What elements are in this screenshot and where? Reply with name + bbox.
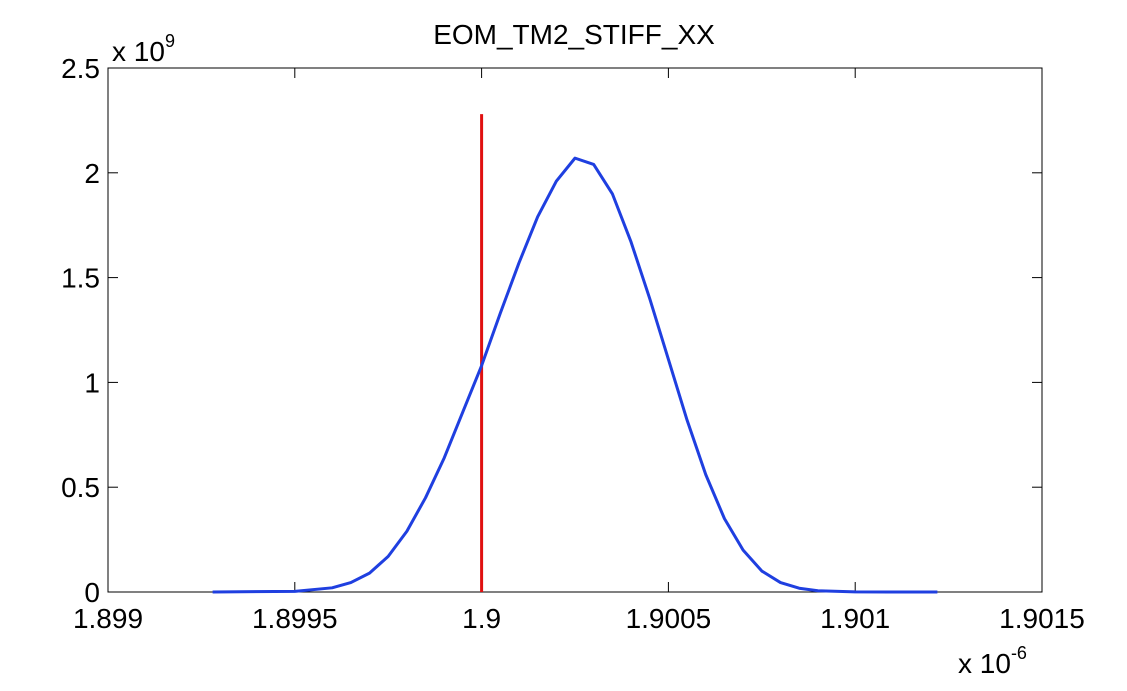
plot-frame — [107, 67, 1043, 593]
x-tick-label: 1.9015 — [999, 603, 1085, 634]
y-tick-label: 0.5 — [61, 472, 100, 503]
x-axis: 1.899 1.8995 1.9 1.9005 1.901 1.9015 — [73, 68, 1085, 634]
x-tick-label: 1.9005 — [626, 603, 712, 634]
x-tick-label: 1.899 — [73, 603, 143, 634]
y-tick-label: 1 — [84, 367, 100, 398]
y-tick-label: 1.5 — [61, 263, 100, 294]
chart-title: EOM_TM2_STIFF_XX — [433, 19, 715, 50]
y-tick-label: 2 — [84, 158, 100, 189]
y-axis: 0 0.5 1 1.5 2 2.5 — [61, 53, 1042, 608]
series-line — [212, 156, 938, 594]
y-multiplier-label: x 109 — [112, 31, 175, 67]
x-tick-label: 1.8995 — [252, 603, 338, 634]
x-tick-label: 1.9 — [462, 603, 501, 634]
x-multiplier-label: x 10-6 — [958, 643, 1027, 679]
x-tick-label: 1.901 — [820, 603, 890, 634]
y-tick-label: 0 — [84, 577, 100, 608]
y-tick-label: 2.5 — [61, 53, 100, 84]
